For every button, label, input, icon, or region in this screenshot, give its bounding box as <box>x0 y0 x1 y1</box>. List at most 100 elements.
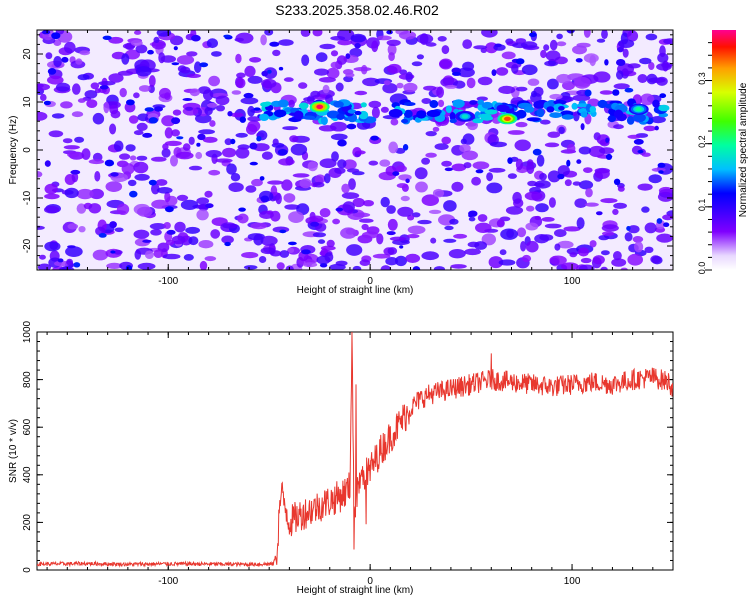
heatmap-noise-cell <box>47 75 64 85</box>
heatmap-noise-cell <box>395 165 407 173</box>
heatmap-noise-cell <box>216 105 225 112</box>
y-tick-label: 0 <box>22 567 33 573</box>
heatmap-noise-cell <box>223 34 231 38</box>
heatmap-noise-cell <box>637 74 648 83</box>
heatmap-noise-cell <box>44 241 61 252</box>
heatmap-noise-cell <box>148 75 156 87</box>
heatmap-noise-cell <box>463 162 472 169</box>
heatmap-noise-cell <box>256 136 262 142</box>
heatmap-noise-cell <box>547 78 559 90</box>
heatmap-noise-cell <box>337 139 347 147</box>
heatmap-noise-cell <box>421 157 430 165</box>
heatmap-noise-cell <box>261 78 277 89</box>
heatmap-noise-cell <box>349 47 363 58</box>
heatmap-noise-cell <box>402 144 409 151</box>
heatmap-noise-cell <box>164 191 171 203</box>
y-tick-label: 200 <box>22 514 33 531</box>
y-tick-label: -20 <box>22 238 33 253</box>
y-tick-label: 0 <box>22 147 33 153</box>
heatmap-noise-cell <box>348 178 356 190</box>
heatmap-noise-cell <box>226 163 237 175</box>
heatmap-noise-cell <box>368 100 382 108</box>
heatmap-noise-cell <box>66 258 73 266</box>
heatmap-noise-cell <box>299 178 312 189</box>
heatmap-noise-cell <box>330 133 348 141</box>
heatmap-noise-cell <box>627 134 641 139</box>
heatmap-noise-cell <box>406 234 420 239</box>
heatmap-noise-cell <box>646 73 658 85</box>
heatmap-noise-cell <box>171 117 181 125</box>
heatmap-noise-cell <box>283 193 296 203</box>
heatmap-noise-cell <box>650 255 661 264</box>
heatmap-noise-cell <box>499 249 507 256</box>
heatmap-noise-cell <box>330 36 346 41</box>
heatmap-noise-cell <box>92 112 105 125</box>
heatmap-ridge-cell <box>347 109 357 114</box>
y-tick-label: 20 <box>22 48 33 60</box>
heatmap-noise-cell <box>539 173 547 181</box>
heatmap-noise-cell <box>260 195 270 203</box>
heatmap-noise-cell <box>128 115 139 124</box>
heatmap-noise-cell <box>116 203 130 215</box>
colorbar-tick-label: 0.0 <box>697 262 707 275</box>
heatmap-noise-cell <box>639 57 652 65</box>
heatmap-noise-cell <box>157 242 170 253</box>
heatmap-noise-cell <box>53 39 62 46</box>
y-tick-label: 400 <box>22 466 33 483</box>
heatmap-noise-cell <box>525 222 539 231</box>
heatmap-noise-cell <box>58 266 75 270</box>
heatmap-noise-cell <box>334 167 346 174</box>
heatmap-noise-cell <box>310 90 321 98</box>
heatmap-noise-cell <box>526 205 535 212</box>
heatmap-noise-cell <box>507 157 513 165</box>
heatmap-noise-cell <box>576 42 591 48</box>
heatmap-noise-cell <box>453 233 468 239</box>
heatmap-noise-cell <box>392 171 400 177</box>
heatmap-noise-cell <box>473 45 488 50</box>
heatmap-noise-cell <box>307 161 318 172</box>
heatmap-noise-cell <box>388 141 399 154</box>
heatmap-noise-cell <box>657 52 669 64</box>
heatmap-noise-cell <box>561 262 579 270</box>
heatmap-noise-cell <box>475 169 484 174</box>
heatmap-noise-cell <box>105 181 123 193</box>
heatmap-noise-cell <box>301 54 310 66</box>
heatmap-noise-cell <box>51 32 61 40</box>
heatmap-noise-cell <box>235 53 242 64</box>
heatmap-noise-cell <box>549 93 563 100</box>
heatmap-ridge-cell <box>658 104 670 112</box>
heatmap-noise-cell <box>397 206 414 217</box>
heatmap-ridge-cell <box>452 99 465 108</box>
heatmap-ridge-cell <box>484 109 498 115</box>
heatmap-noise-cell <box>288 99 295 108</box>
heatmap-noise-cell <box>204 107 213 116</box>
heatmap-noise-cell <box>613 202 627 209</box>
heatmap-noise-cell <box>142 239 152 243</box>
heatmap-noise-cell <box>605 153 613 160</box>
heatmap-noise-cell <box>183 254 194 261</box>
heatmap-noise-cell <box>267 69 272 74</box>
heatmap-noise-cell <box>481 30 498 38</box>
heatmap-noise-cell <box>462 61 475 71</box>
heatmap-noise-cell <box>119 153 131 160</box>
heatmap-noise-cell <box>67 223 79 230</box>
heatmap-noise-cell <box>527 78 540 86</box>
heatmap-noise-cell <box>342 201 355 214</box>
heatmap-noise-cell <box>180 66 191 74</box>
heatmap-noise-cell <box>76 188 94 200</box>
heatmap-noise-cell <box>474 241 487 250</box>
heatmap-ridge-cell <box>633 113 646 123</box>
heatmap-noise-cell <box>89 188 104 200</box>
heatmap-noise-cell <box>481 233 496 246</box>
heatmap-noise-cell <box>312 232 326 238</box>
heatmap-noise-cell <box>250 222 267 230</box>
heatmap-noise-cell <box>515 58 525 65</box>
heatmap-ridge-cell <box>298 102 309 110</box>
heatmap-noise-cell <box>645 33 658 41</box>
heatmap-noise-cell <box>158 52 166 64</box>
heatmap-noise-cell <box>288 211 304 224</box>
heatmap-peak <box>504 116 511 122</box>
snr-frame <box>36 331 674 571</box>
heatmap-noise-cell <box>164 127 173 139</box>
heatmap-noise-cell <box>341 183 350 194</box>
